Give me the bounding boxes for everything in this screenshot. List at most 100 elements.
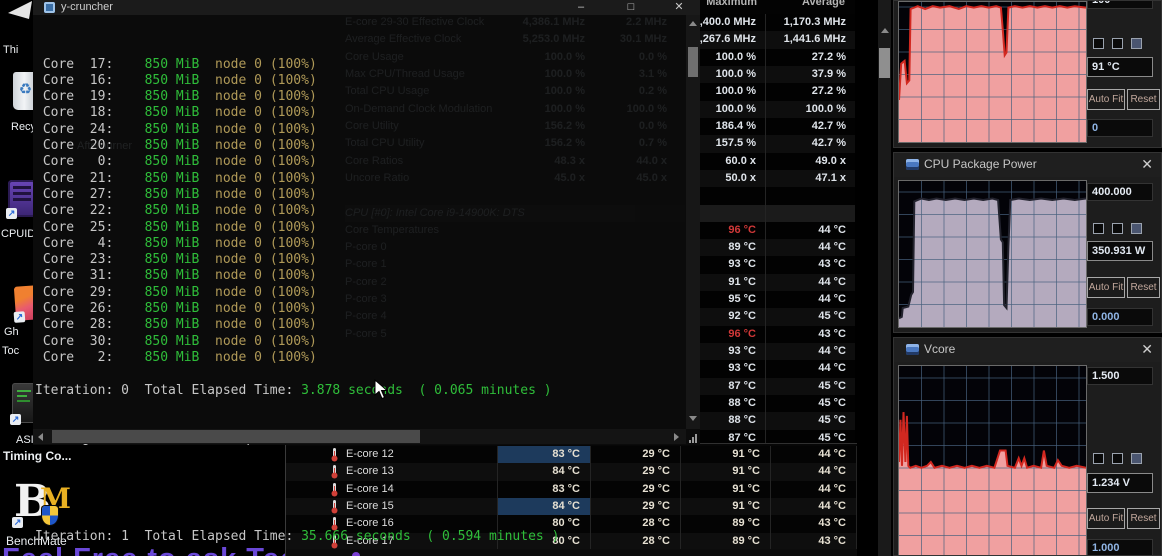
terminal-line: Core 28: 850 MiB node 0 (100%) xyxy=(35,317,317,333)
sensor-row[interactable]: 96 °C 44 °C xyxy=(682,221,855,240)
reset-button[interactable]: Reset xyxy=(1127,89,1160,110)
sensor-row[interactable]: 93 °C 43 °C xyxy=(682,256,855,274)
ecore-row[interactable]: E-core 15 84 °C 29 °C 91 °C 44 °C xyxy=(286,497,857,516)
sensor-row[interactable]: 88 °C 45 °C xyxy=(682,412,855,430)
graph-option-checkbox[interactable] xyxy=(1131,38,1142,49)
close-icon[interactable]: ✕ xyxy=(1141,156,1153,172)
ecore-name-cell: E-core 17 xyxy=(286,532,498,550)
desktop-icon-timing-configurator[interactable]: Timing Co... xyxy=(3,449,72,463)
sensor-avg-cell: 27.2 % xyxy=(765,83,855,101)
ecore-name-cell: E-core 12 xyxy=(286,446,498,464)
sensor-row[interactable] xyxy=(682,204,855,222)
graph-current-value: 350.931 W xyxy=(1087,241,1153,261)
scroll-right-icon[interactable] xyxy=(674,433,679,441)
reset-button[interactable]: Reset xyxy=(1127,277,1160,298)
graph-option-checkbox[interactable] xyxy=(1112,223,1123,234)
sensor-row[interactable]: 89 °C 44 °C xyxy=(682,239,855,257)
sensor-row-partial[interactable] xyxy=(286,549,857,556)
hwinfo-scrollbar[interactable] xyxy=(878,0,891,556)
thermometer-icon xyxy=(330,499,339,519)
ecore-value-cell: 80 °C xyxy=(498,515,591,533)
graph-range-max[interactable]: 100 xyxy=(1087,1,1153,9)
close-icon[interactable]: ✕ xyxy=(1141,341,1153,357)
maximize-button[interactable]: □ xyxy=(627,1,635,13)
terminal-line: Core 29: 850 MiB node 0 (100%) xyxy=(35,284,317,300)
desktop-icon-cpuid[interactable]: CPUID xyxy=(1,228,36,240)
graph-window-titlebar[interactable]: Vcore ✕ xyxy=(894,338,1161,362)
terminal-vertical-scrollbar[interactable] xyxy=(686,15,700,429)
ecore-row[interactable]: E-core 14 83 °C 29 °C 91 °C 44 °C xyxy=(286,480,857,498)
thermometer-icon xyxy=(330,482,339,502)
minimize-button[interactable]: – xyxy=(577,1,585,13)
scroll-left-icon[interactable] xyxy=(38,433,43,441)
terminal-title: y-cruncher xyxy=(61,1,113,13)
scroll-up-icon[interactable] xyxy=(881,28,889,33)
scroll-up-icon[interactable] xyxy=(689,21,697,26)
graph-option-checkbox[interactable] xyxy=(1093,453,1104,464)
sensor-row[interactable]: 96 °C 43 °C xyxy=(682,325,855,344)
ecore-row[interactable]: E-core 17 80 °C 28 °C 89 °C 43 °C xyxy=(286,532,857,550)
sensor-row[interactable]: 100.0 % 27.2 % xyxy=(682,83,855,101)
scrollbar-thumb[interactable] xyxy=(879,48,890,78)
reset-button[interactable]: Reset xyxy=(1127,508,1160,529)
column-header-average[interactable]: Average xyxy=(801,0,845,8)
graph-option-checkbox[interactable] xyxy=(1093,223,1104,234)
desktop-icon-recycle[interactable]: Recy xyxy=(11,121,37,133)
sensor-row[interactable]: 100.0 % 37.9 % xyxy=(682,65,855,84)
graph-option-checkbox[interactable] xyxy=(1112,453,1123,464)
desktop-icon-benchmate[interactable]: BenchMate xyxy=(6,534,67,548)
sensor-avg-cell: 44 °C xyxy=(765,273,855,292)
sensor-row[interactable]: 93 °C 44 °C xyxy=(682,360,855,378)
auto-fit-button[interactable]: Auto Fit xyxy=(1087,277,1125,298)
scroll-down-icon[interactable] xyxy=(689,416,697,421)
sensor-row[interactable]: 93 °C 44 °C xyxy=(682,343,855,361)
auto-fit-button[interactable]: Auto Fit xyxy=(1087,508,1125,529)
sensor-avg-cell xyxy=(765,204,855,222)
graph-range-min[interactable]: 0.000 xyxy=(1087,308,1153,326)
benchmate-icon[interactable]: B M ↗ xyxy=(12,476,71,528)
sensor-row[interactable]: 100.0 % 100.0 % xyxy=(682,100,855,118)
desktop-icon-toc[interactable]: Toc xyxy=(2,345,20,357)
auto-fit-button[interactable]: Auto Fit xyxy=(1087,89,1125,110)
sensor-row[interactable]: 92 °C 45 °C xyxy=(682,308,855,326)
sensor-row[interactable]: ,267.6 MHz 1,441.6 MHz xyxy=(682,31,855,49)
sensor-row[interactable]: 95 °C 44 °C xyxy=(682,291,855,309)
graph-range-max[interactable]: 1.500 xyxy=(1087,367,1153,385)
sensor-row[interactable]: 88 °C 45 °C xyxy=(682,395,855,413)
sensor-row[interactable] xyxy=(682,187,855,205)
ecore-row[interactable]: E-core 16 80 °C 28 °C 89 °C 43 °C xyxy=(286,515,857,533)
scrollbar-thumb[interactable] xyxy=(688,47,698,77)
sensor-row[interactable]: 60.0 x 49.0 x xyxy=(682,152,855,170)
sensor-row[interactable]: 50.0 x 47.1 x xyxy=(682,169,855,188)
sensor-row[interactable]: 100.0 % 27.2 % xyxy=(682,48,855,66)
graph-option-checkbox[interactable] xyxy=(1112,38,1123,49)
close-button[interactable]: ✕ xyxy=(674,1,684,13)
sensor-row[interactable]: 87 °C 45 °C xyxy=(682,377,855,396)
graph-range-min[interactable]: 0 xyxy=(1087,119,1153,137)
sensor-row[interactable]: 186.4 % 42.7 % xyxy=(682,117,855,136)
sensor-row[interactable]: 91 °C 44 °C xyxy=(682,273,855,292)
graph-option-checkbox[interactable] xyxy=(1093,38,1104,49)
desktop-icon-gh[interactable]: Gh xyxy=(4,326,19,338)
graph-range-max[interactable]: 400.000 xyxy=(1087,183,1153,201)
column-header-maximum[interactable]: Maximum xyxy=(706,0,757,8)
ecore-value-cell: 84 °C xyxy=(498,497,591,516)
desktop-icon-asrock[interactable]: ASI xyxy=(16,434,34,446)
terminal-horizontal-scrollbar[interactable] xyxy=(33,429,686,444)
graph-option-checkbox[interactable] xyxy=(1131,223,1142,234)
sensor-row[interactable]: 157.5 % 42.7 % xyxy=(682,135,855,153)
graph-range-min[interactable]: 1.000 xyxy=(1087,539,1153,555)
sensor-row[interactable]: 87 °C 45 °C xyxy=(682,429,855,447)
ecore-row[interactable]: E-core 13 84 °C 29 °C 91 °C 44 °C xyxy=(286,463,857,481)
desktop-icon-this-pc[interactable]: Thi xyxy=(3,44,19,56)
ecore-name-cell: E-core 13 xyxy=(286,463,498,481)
graph-window-titlebar[interactable]: CPU Package Power ✕ xyxy=(894,153,1161,177)
y-cruncher-app-icon xyxy=(44,2,55,13)
terminal-titlebar[interactable]: y-cruncher – □ ✕ xyxy=(33,0,700,15)
sensor-row[interactable]: ,400.0 MHz 1,170.3 MHz xyxy=(682,14,855,32)
ecore-row[interactable]: E-core 12 83 °C 29 °C 91 °C 44 °C xyxy=(286,446,857,464)
graph-option-checkbox[interactable] xyxy=(1131,453,1142,464)
cpuid-icon[interactable]: ↗ xyxy=(6,180,36,219)
scrollbar-thumb[interactable] xyxy=(52,430,420,443)
